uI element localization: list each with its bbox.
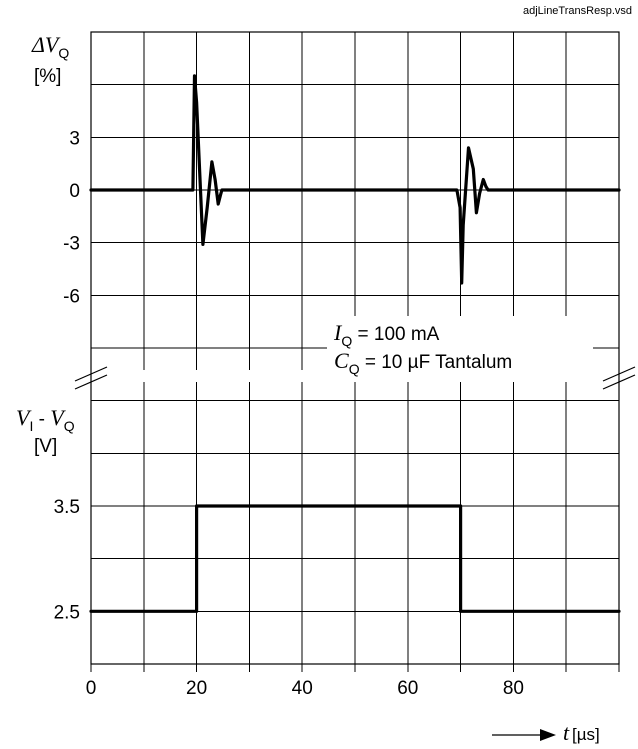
x-axis-unit: [µs] <box>572 725 600 744</box>
upper-y-tick-label: -6 <box>63 286 80 307</box>
x-tick-label: 0 <box>86 678 97 699</box>
upper-y-axis-unit: [%] <box>34 66 61 87</box>
lower-y-tick-label: 2.5 <box>54 602 80 623</box>
x-axis-arrow-head <box>540 729 556 741</box>
lower-y-tick-label: 3.5 <box>54 497 80 518</box>
x-axis-label: t [µs] <box>492 720 600 745</box>
file-name: adjLineTransResp.vsd <box>523 5 632 17</box>
x-tick-label: 80 <box>503 678 524 699</box>
annotation-background <box>327 316 593 380</box>
input-step-trace <box>89 504 621 613</box>
upper-y-tick-label: -3 <box>63 234 80 255</box>
lower-y-axis-label: VI - VQ <box>16 405 75 434</box>
operating-conditions-annotation: IQ = 100 mA CQ = 10 µF Tantalum <box>327 316 593 380</box>
plot-frames <box>90 31 620 665</box>
x-tick-label: 40 <box>292 678 313 699</box>
upper-y-tick-label: 0 <box>69 181 80 202</box>
lower-y-axis-unit: [V] <box>34 436 57 457</box>
series <box>89 74 621 613</box>
cq-annotation: CQ = 10 µF Tantalum <box>334 348 512 377</box>
plot-frame <box>90 31 620 665</box>
x-tick-label: 60 <box>397 678 418 699</box>
x-axis-symbol: t <box>563 720 570 745</box>
upper-y-axis-symbol: ΔVQ <box>31 32 69 61</box>
tick-labels: 3 0 -3 -6 3.5 2.5 0 20 40 60 80 <box>54 128 524 699</box>
upper-y-tick-label: 3 <box>69 128 80 149</box>
x-tick-label: 20 <box>186 678 207 699</box>
iq-annotation: IQ = 100 mA <box>333 320 440 349</box>
output-voltage-deviation-trace <box>89 74 621 285</box>
